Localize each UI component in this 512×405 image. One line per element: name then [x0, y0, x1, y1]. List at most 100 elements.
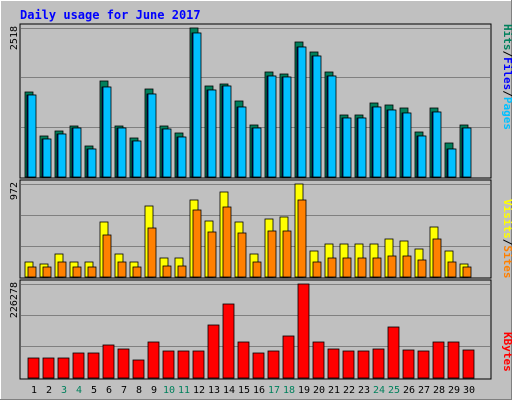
hits-legend: Hits/Files/Pages	[501, 24, 512, 130]
bar-pages-day-14	[222, 85, 232, 178]
bar-sites-day-16	[252, 261, 262, 278]
legend-sep-3: /	[501, 239, 512, 246]
bar-kbytes-day-6	[102, 344, 115, 379]
bar-kbytes-day-27	[417, 350, 430, 379]
bar-sites-day-5	[87, 266, 97, 278]
bar-kbytes-day-26	[402, 349, 415, 379]
bar-kbytes-day-22	[342, 350, 355, 379]
bar-pages-day-27	[417, 135, 427, 178]
bar-kbytes-day-20	[312, 341, 325, 379]
chart-title: Daily usage for June 2017	[20, 8, 201, 22]
x-tick-label-day-2: 2	[46, 385, 52, 396]
bar-kbytes-day-10	[162, 350, 175, 379]
bar-pages-day-29	[447, 148, 457, 178]
bar-pages-day-28	[432, 111, 442, 178]
bar-pages-day-18	[282, 76, 292, 178]
bar-sites-day-4	[72, 266, 82, 278]
bar-pages-day-21	[327, 75, 337, 178]
x-tick-label-day-23: 23	[358, 385, 370, 396]
x-tick-label-day-17: 17	[268, 385, 280, 396]
bar-kbytes-day-3	[57, 357, 70, 379]
x-tick-label-day-3: 3	[61, 385, 67, 396]
bar-pages-day-25	[387, 109, 397, 178]
bar-sites-day-1	[27, 266, 37, 278]
x-tick-label-day-25: 25	[388, 385, 400, 396]
bar-pages-day-20	[312, 55, 322, 178]
bar-sites-day-8	[132, 266, 142, 278]
bar-sites-day-28	[432, 238, 442, 278]
bar-sites-day-23	[357, 257, 367, 278]
bar-kbytes-day-23	[357, 350, 370, 379]
x-tick-label-day-19: 19	[298, 385, 310, 396]
bar-kbytes-day-13	[207, 324, 220, 379]
bar-kbytes-day-17	[267, 350, 280, 379]
legend-kbytes: KBytes	[501, 332, 512, 372]
hits-panel-frame	[19, 23, 492, 179]
hits-ymax-label: 2518	[9, 26, 20, 50]
bar-kbytes-day-12	[192, 350, 205, 379]
bar-kbytes-day-16	[252, 352, 265, 379]
bar-sites-day-11	[177, 265, 187, 278]
bar-kbytes-day-8	[132, 359, 145, 379]
bar-sites-day-7	[117, 261, 127, 278]
bar-sites-day-18	[282, 230, 292, 278]
x-tick-label-day-9: 9	[151, 385, 157, 396]
axis-labels: 1 2 3 4 5 6 7 8 9 10 11 12 13 14 15 16 17 18 19 20 21 22 23 24 2…	[31, 385, 475, 396]
bar-kbytes-day-30	[462, 349, 475, 379]
bar-pages-day-17	[267, 75, 277, 178]
bar-pages-day-4	[72, 127, 82, 178]
x-tick-label-day-12: 12	[193, 385, 205, 396]
bar-pages-day-2	[42, 138, 52, 178]
x-tick-label-day-16: 16	[253, 385, 265, 396]
legend-files: Files	[501, 57, 512, 90]
x-tick-label-day-15: 15	[238, 385, 250, 396]
x-tick-label-day-30: 30	[463, 385, 475, 396]
bar-pages-day-3	[57, 133, 67, 178]
x-tick-label-day-6: 6	[106, 385, 112, 396]
legend-visits: Visits	[501, 199, 512, 239]
kbytes-ymax-label: 226278	[9, 282, 20, 318]
bar-sites-day-12	[192, 209, 202, 278]
bar-kbytes-day-7	[117, 348, 130, 379]
bar-pages-day-23	[357, 117, 367, 178]
bar-pages-day-7	[117, 127, 127, 178]
bar-kbytes-day-28	[432, 341, 445, 379]
bar-pages-day-30	[462, 127, 472, 178]
bar-kbytes-day-14	[222, 303, 235, 379]
x-tick-label-day-8: 8	[136, 385, 142, 396]
bar-sites-day-10	[162, 265, 172, 278]
bar-pages-day-24	[372, 106, 382, 178]
bar-pages-day-26	[402, 112, 412, 178]
x-tick-label-day-18: 18	[283, 385, 295, 396]
visits-panel-frame	[19, 179, 492, 279]
kbytes-panel-frame	[19, 279, 492, 380]
bar-kbytes-day-9	[147, 341, 160, 379]
bar-sites-day-19	[297, 199, 307, 278]
bar-sites-day-13	[207, 231, 217, 278]
bar-sites-day-24	[372, 257, 382, 278]
x-tick-label-day-20: 20	[313, 385, 325, 396]
x-tick-label-day-11: 11	[178, 385, 190, 396]
x-tick-label-day-5: 5	[91, 385, 97, 396]
bar-sites-day-15	[237, 232, 247, 278]
bar-sites-day-29	[447, 261, 457, 278]
bar-kbytes-day-1	[27, 357, 40, 379]
bar-sites-day-30	[462, 266, 472, 278]
x-tick-label-day-13: 13	[208, 385, 220, 396]
bar-sites-day-14	[222, 206, 232, 278]
bar-pages-day-12	[192, 32, 202, 178]
bar-pages-day-11	[177, 136, 187, 178]
x-tick-label-day-28: 28	[433, 385, 445, 396]
bar-kbytes-day-29	[447, 341, 460, 379]
x-tick-label-day-7: 7	[121, 385, 127, 396]
bar-kbytes-day-2	[42, 357, 55, 379]
visits-legend: Visits/Sites	[501, 199, 512, 279]
bar-sites-day-9	[147, 227, 157, 278]
x-tick-label-day-27: 27	[418, 385, 430, 396]
grid-lines	[21, 28, 490, 347]
bar-kbytes-day-18	[282, 335, 295, 379]
bar-sites-day-27	[417, 259, 427, 278]
bar-pages-day-6	[102, 86, 112, 178]
